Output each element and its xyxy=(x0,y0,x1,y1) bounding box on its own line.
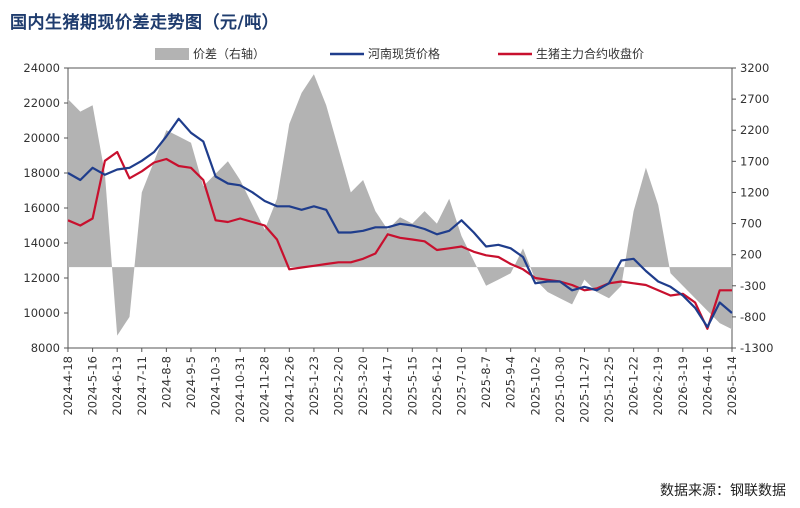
price-lines-layer xyxy=(67,117,733,330)
x-axis-tick-label: 2024-11-28 xyxy=(258,356,272,423)
x-axis-tick-label: 2025-6-12 xyxy=(430,356,444,416)
series-futures-line xyxy=(67,150,732,330)
x-axis-tick-label: 2024-6-13 xyxy=(110,356,124,416)
left-axis-tick-label: 22000 xyxy=(23,96,60,110)
left-axis-tick-label: 16000 xyxy=(23,201,60,215)
legend-label: 价差（右轴） xyxy=(193,46,265,61)
x-axis-tick-label: 2025-1-23 xyxy=(307,356,321,416)
x-axis-tick-label: 2024-10-3 xyxy=(209,356,223,416)
left-axis-tick-label: 14000 xyxy=(23,236,60,250)
x-axis-tick-label: 2026-3-19 xyxy=(676,356,690,416)
left-axis-tick-label: 10000 xyxy=(23,306,60,320)
right-axis-tick-label: 1200 xyxy=(740,185,769,199)
left-axis-tick-label: 12000 xyxy=(23,271,60,285)
x-axis-tick-label: 2025-12-25 xyxy=(602,356,616,423)
x-axis-tick-label: 2024-10-31 xyxy=(233,356,247,423)
right-axis-tick-label: -300 xyxy=(740,279,766,293)
x-axis-tick-label: 2024-12-26 xyxy=(282,356,296,423)
left-axis-tick-label: 20000 xyxy=(23,131,60,145)
x-axis-tick-label: 2025-3-20 xyxy=(356,356,370,416)
x-axis-tick-label: 2026-1-22 xyxy=(627,356,641,416)
right-axis-tick-label: -1300 xyxy=(740,341,773,355)
right-axis-tick-label: -800 xyxy=(740,310,766,324)
right-axis-tick-label: 2700 xyxy=(740,92,769,106)
x-axis-tick-label: 2026-4-16 xyxy=(700,356,714,416)
series-spot-line xyxy=(67,117,733,329)
x-axis-tick-label: 2025-11-27 xyxy=(577,356,591,423)
left-axis-tick-label: 8000 xyxy=(31,341,60,355)
x-axis-tick-label: 2025-4-17 xyxy=(381,356,395,416)
right-axis-tick-label: 3200 xyxy=(740,61,769,75)
chart-title: 国内生猪期现价差走势图（元/吨） xyxy=(10,13,280,33)
x-axis-tick-label: 2025-7-10 xyxy=(454,356,468,416)
series-spread-area xyxy=(68,74,732,336)
legend-label: 生猪主力合约收盘价 xyxy=(536,46,644,61)
source-note: 数据来源：钢联数据 xyxy=(660,483,786,499)
right-axis-tick-label: 200 xyxy=(740,248,762,262)
spread-area-layer xyxy=(68,74,732,336)
x-axis-tick-label: 2026-2-19 xyxy=(651,356,665,416)
legend-swatch-spread xyxy=(155,48,189,60)
x-axis-tick-label: 2025-10-30 xyxy=(553,356,567,423)
right-axis-tick-label: 2200 xyxy=(740,123,769,137)
x-axis-tick-label: 2024-9-5 xyxy=(184,356,198,408)
x-axis-tick-label: 2024-4-18 xyxy=(61,356,75,416)
x-axis-tick-label: 2025-10-2 xyxy=(528,356,542,416)
right-axis-tick-label: 700 xyxy=(740,217,762,231)
x-axis-tick-label: 2025-8-7 xyxy=(479,356,493,408)
x-axis-tick-label: 2025-2-20 xyxy=(332,356,346,416)
x-axis-tick-label: 2024-7-11 xyxy=(135,356,149,416)
x-axis-tick-label: 2025-5-15 xyxy=(405,356,419,416)
x-axis-tick-label: 2025-9-4 xyxy=(504,356,518,408)
left-axis-tick-label: 24000 xyxy=(23,61,60,75)
x-axis-tick-label: 2026-5-14 xyxy=(725,356,739,416)
legend-label: 河南现货价格 xyxy=(368,46,440,61)
right-axis-tick-label: 1700 xyxy=(740,154,769,168)
legend: 价差（右轴） 河南现货价格 生猪主力合约收盘价 xyxy=(155,46,644,61)
x-axis-tick-label: 2024-8-8 xyxy=(159,356,173,408)
x-axis-tick-label: 2024-5-16 xyxy=(86,356,100,416)
left-axis-tick-label: 18000 xyxy=(23,166,60,180)
axes-layer: 8000 10000 12000 14000 16000 18000 20000 22000 2… xyxy=(23,61,773,423)
